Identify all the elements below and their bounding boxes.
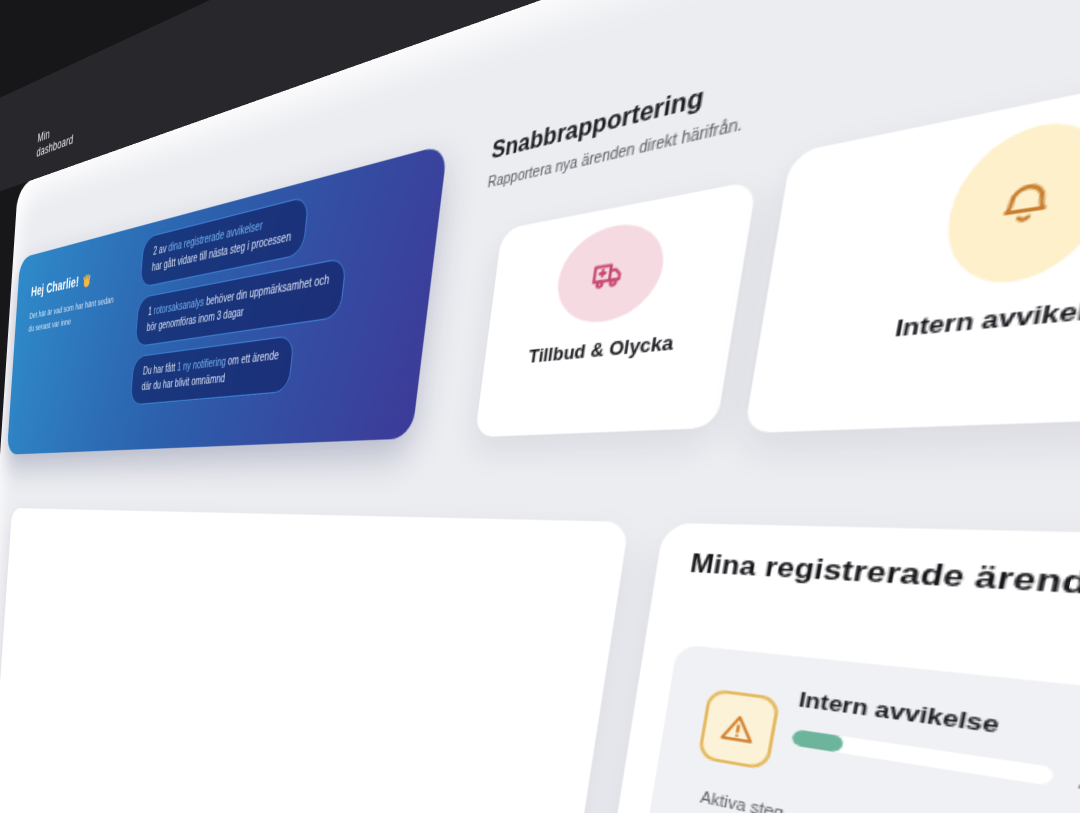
report-type-label: Intern avvikelse xyxy=(893,291,1080,342)
report-type-card-tillbud[interactable]: Tillbud & Olycka xyxy=(474,180,758,438)
waving-hand-icon xyxy=(82,271,93,289)
report-type-label: Tillbud & Olycka xyxy=(527,330,676,368)
pill-link: 1 ny notifiering xyxy=(176,356,227,375)
case-progress: 2 / 10 xyxy=(790,726,1080,806)
notification-pill-list: 2 av dina registrerade avvikelser har gåt… xyxy=(129,184,355,406)
active-steps-label: Aktiva steg xyxy=(698,790,785,813)
report-type-card-intern[interactable]: Intern avvikelse xyxy=(743,28,1080,434)
greeting-title: Hej Charlie! xyxy=(30,270,92,301)
greeting-card: Hej Charlie! Det här är vad som har hänt… xyxy=(6,143,448,455)
ambulance-icon xyxy=(551,215,671,328)
cases-panel-title: Mina registrerade ärenden xyxy=(688,548,1080,605)
progress-fill xyxy=(790,728,845,754)
bell-icon xyxy=(935,108,1080,291)
notification-pill[interactable]: Du har fått 1 ny notifiering om ett ären… xyxy=(129,334,295,406)
progress-bar xyxy=(790,728,1055,786)
case-item[interactable]: Intern avvikelse 2 / 10 Aktiva steg Roto… xyxy=(581,644,1080,813)
warning-triangle-icon xyxy=(697,688,781,771)
todo-panel: Dina viktigaste to do's Här får du en sn… xyxy=(0,508,630,813)
greeting-subtitle: Det här är vad som har hänt sedan du sen… xyxy=(28,294,115,335)
